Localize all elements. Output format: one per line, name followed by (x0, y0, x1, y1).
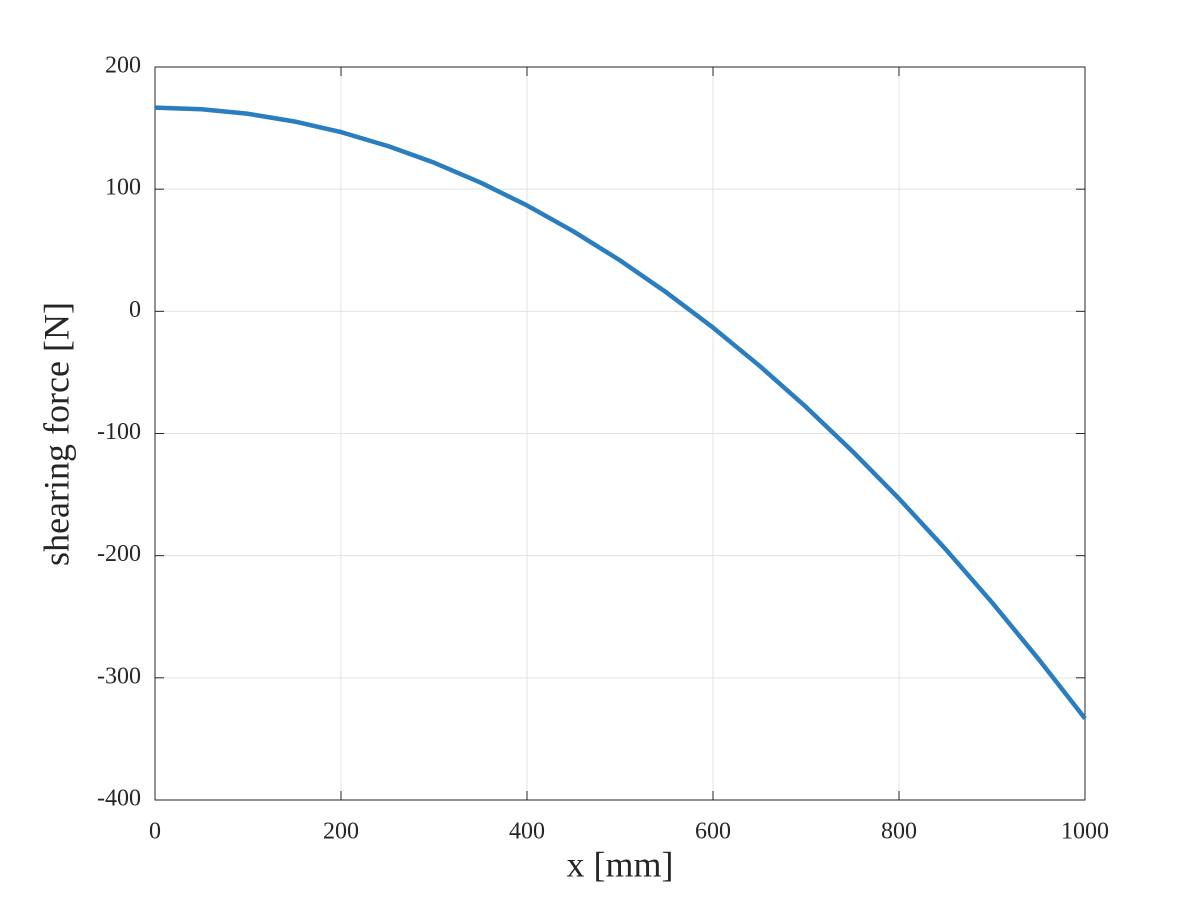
x-axis-label: x [mm] (567, 844, 674, 884)
y-tick-label: 100 (105, 175, 141, 201)
y-axis-label: shearing force [N] (36, 302, 76, 566)
y-tick-label: 0 (129, 297, 141, 323)
y-tick-label: -300 (97, 663, 141, 689)
y-tick-label: -100 (97, 419, 141, 445)
x-tick-label: 1000 (1061, 819, 1109, 845)
x-tick-label: 800 (881, 819, 917, 845)
x-tick-label: 400 (509, 819, 545, 845)
y-tick-label: -400 (97, 786, 141, 812)
x-tick-label: 600 (695, 819, 731, 845)
y-tick-label: -200 (97, 541, 141, 567)
y-tick-label: 200 (105, 53, 141, 79)
x-tick-label: 0 (149, 819, 161, 845)
data-line (154, 105, 1087, 720)
x-tick-label: 200 (323, 819, 359, 845)
